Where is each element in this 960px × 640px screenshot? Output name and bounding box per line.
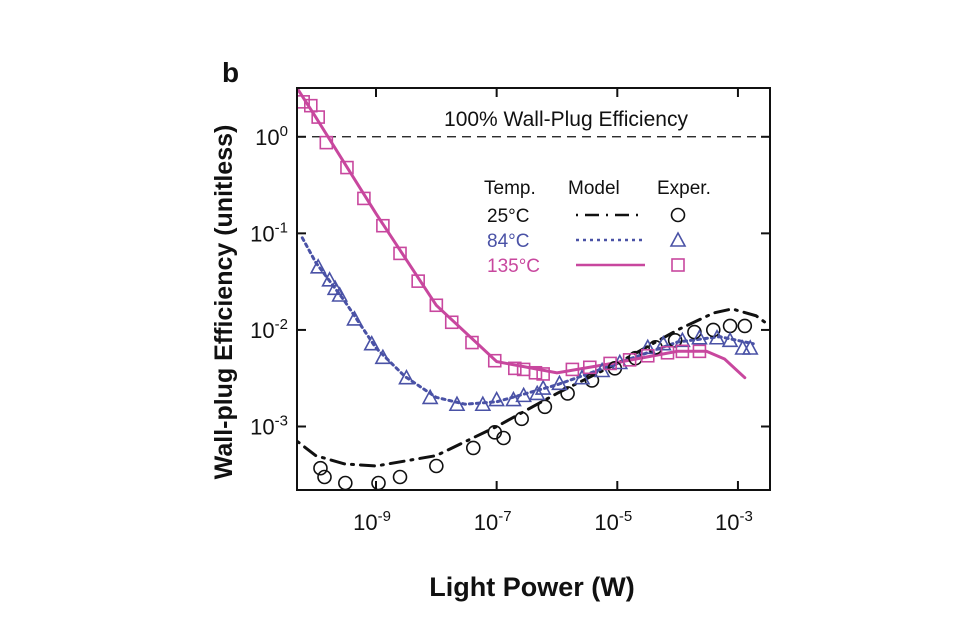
- y-tick-label: 10-2: [250, 316, 288, 343]
- data-point-triangle: [346, 310, 363, 326]
- data-point-triangle: [534, 379, 552, 395]
- data-point-square: [675, 344, 690, 359]
- data-point-square: [528, 365, 543, 380]
- panel-label: b: [222, 57, 239, 88]
- x-tick-label: 10-9: [353, 508, 391, 535]
- data-point-circle: [313, 460, 328, 476]
- data-point-triangle: [515, 386, 532, 403]
- x-tick-label: 10-5: [594, 508, 632, 535]
- axes-frame: [296, 87, 771, 491]
- data-point-circle: [371, 475, 386, 491]
- y-axis-title: Wall-plug Efficiency (unitless): [210, 125, 238, 480]
- data-point-triangle: [474, 395, 492, 412]
- data-point-circle: [429, 458, 444, 474]
- data-point-circle: [737, 318, 753, 334]
- data-point-triangle: [741, 339, 759, 355]
- data-point-square: [319, 135, 334, 150]
- data-point-square: [536, 367, 550, 381]
- legend-header-exper: Exper.: [657, 178, 711, 199]
- legend-header-temp: Temp.: [484, 178, 536, 199]
- data-point-triangle: [708, 329, 726, 345]
- data-point-circle: [317, 469, 332, 485]
- data-point-triangle: [528, 384, 546, 401]
- data-point-square: [640, 348, 655, 363]
- data-point-square: [603, 356, 617, 371]
- model-curve-0: [297, 307, 770, 468]
- data-point-square: [411, 274, 425, 288]
- x-tick-label: 10-7: [474, 508, 512, 535]
- x-tick-label: 10-3: [715, 508, 753, 535]
- data-point-square: [565, 362, 580, 377]
- data-point-square: [508, 361, 522, 376]
- y-tick-label: 100: [255, 123, 288, 150]
- data-point-triangle: [321, 271, 338, 287]
- x-axis-title: Light Power (W): [429, 572, 634, 602]
- plot-area: 10-9 10-7 10-5 10-3 100 10-1 10-2 10-3: [250, 87, 771, 535]
- data-point-square: [393, 246, 407, 261]
- legend-header-model: Model: [568, 178, 620, 199]
- data-point-triangle: [363, 335, 381, 351]
- legend: Temp. Model Exper. 25°C 84°C 135°C: [484, 178, 711, 277]
- data-point-triangle: [721, 331, 739, 348]
- data-point-circle: [560, 386, 575, 401]
- legend-label-135c: 135°C: [487, 256, 540, 277]
- data-point-circle: [338, 475, 353, 491]
- model-curve-2: [297, 88, 747, 380]
- data-point-circle: [705, 322, 721, 338]
- data-point-triangle: [573, 369, 591, 385]
- y-tick-label: 10-3: [250, 412, 288, 439]
- y-tick-label: 10-1: [250, 219, 288, 246]
- data-point-circle: [465, 440, 481, 456]
- data-point-circle: [392, 469, 408, 485]
- legend-label-84c: 84°C: [487, 231, 529, 252]
- data-point-square: [340, 160, 354, 175]
- reference-line-label: 100% Wall-Plug Efficiency: [444, 108, 688, 131]
- legend-marker-circle: [670, 207, 686, 223]
- data-point-square: [357, 191, 371, 206]
- data-point-square: [376, 218, 390, 233]
- data-point-square: [487, 353, 502, 368]
- data-point-triangle: [691, 329, 708, 345]
- data-point-square: [582, 360, 597, 375]
- data-point-triangle: [674, 331, 691, 348]
- data-point-square: [465, 335, 479, 350]
- data-point-circle: [722, 318, 738, 334]
- data-point-triangle: [448, 395, 466, 412]
- data-point-triangle: [639, 338, 657, 355]
- data-point-triangle: [421, 388, 439, 405]
- data-point-square: [304, 98, 318, 113]
- legend-marker-square: [671, 258, 685, 272]
- data-point-square: [660, 345, 675, 360]
- data-point-triangle: [551, 374, 568, 391]
- data-point-circle: [496, 430, 511, 446]
- legend-label-25c: 25°C: [487, 206, 529, 227]
- data-point-square: [622, 353, 637, 367]
- data-point-triangle: [655, 335, 672, 351]
- data-point-square: [692, 344, 707, 359]
- data-point-circle: [514, 411, 529, 427]
- data-point-triangle: [374, 348, 392, 365]
- data-point-square: [429, 298, 444, 313]
- data-point-triangle: [398, 369, 415, 385]
- data-point-triangle: [331, 286, 349, 302]
- data-point-square: [311, 110, 325, 124]
- data-point-triangle: [309, 258, 327, 274]
- data-point-circle: [537, 399, 553, 415]
- legend-marker-triangle: [669, 231, 687, 247]
- data-point-square: [444, 315, 459, 330]
- data-point-triangle: [326, 279, 344, 296]
- data-point-triangle: [488, 390, 505, 407]
